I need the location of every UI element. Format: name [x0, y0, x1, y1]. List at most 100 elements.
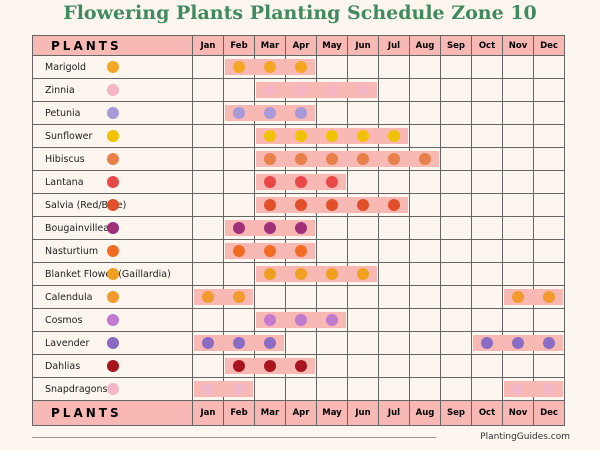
sunflower-icon [388, 130, 400, 142]
plant-name-cell: Dahlias [32, 354, 193, 378]
month-cell-mar [254, 147, 286, 171]
month-cell-may [316, 354, 348, 378]
month-cell-jun [347, 308, 379, 332]
plant-row: Bougainvillea [32, 216, 565, 240]
plant-name-cell: Snapdragons [32, 377, 193, 401]
month-cell-jun [347, 101, 379, 125]
plant-name: Bougainvillea [45, 222, 110, 234]
month-cell-jun [347, 239, 379, 263]
month-cell-sep [440, 170, 472, 194]
month-cell-jul [378, 262, 410, 286]
hibiscus-icon [388, 153, 400, 165]
petunia-icon [233, 107, 245, 119]
month-cell-may [316, 193, 348, 217]
marigold-icon [264, 61, 276, 73]
plant-row: Salvia (Red/Blue) [32, 193, 565, 217]
month-cell-sep [440, 262, 472, 286]
month-cell-dec [533, 354, 565, 378]
month-cell-jul [378, 239, 410, 263]
nasturtium-icon [295, 245, 307, 257]
plants-header: PLANTS [32, 35, 193, 56]
month-cell-may [316, 331, 348, 355]
month-header-jun: Jun [347, 400, 379, 426]
month-cell-nov [502, 239, 534, 263]
month-cell-mar [254, 193, 286, 217]
month-cell-may [316, 262, 348, 286]
month-cell-oct [471, 147, 503, 171]
month-cell-jan [192, 101, 224, 125]
month-cell-aug [409, 170, 441, 194]
month-header-sep: Sep [440, 35, 472, 56]
month-cell-jun [347, 285, 379, 309]
month-cell-aug [409, 377, 441, 401]
month-cell-oct [471, 285, 503, 309]
month-cell-may [316, 78, 348, 102]
month-cell-nov [502, 147, 534, 171]
plants-footer: PLANTS [32, 400, 193, 426]
month-cell-jan [192, 170, 224, 194]
plant-name: Hibiscus [45, 153, 85, 165]
plant-name: Marigold [45, 61, 87, 73]
month-cell-nov [502, 170, 534, 194]
month-cell-nov [502, 124, 534, 148]
zinnia-icon [357, 84, 369, 96]
marigold-icon [295, 61, 307, 73]
month-cell-oct [471, 354, 503, 378]
month-cell-feb [223, 101, 255, 125]
plant-row: Sunflower [32, 124, 565, 148]
nasturtium-icon [233, 245, 245, 257]
cosmos-icon [326, 314, 338, 326]
plant-name-cell: Zinnia [32, 78, 193, 102]
month-cell-sep [440, 101, 472, 125]
month-cell-aug [409, 216, 441, 240]
plant-name-cell: Calendula [32, 285, 193, 309]
month-cell-sep [440, 216, 472, 240]
month-header-dec: Dec [533, 35, 565, 56]
month-cell-dec [533, 331, 565, 355]
month-cell-aug [409, 55, 441, 79]
month-cell-mar [254, 285, 286, 309]
month-cell-feb [223, 55, 255, 79]
plant-name-cell: Hibiscus [32, 147, 193, 171]
month-header-jan: Jan [192, 35, 224, 56]
plant-name-cell: Bougainvillea [32, 216, 193, 240]
month-header-feb: Feb [223, 400, 255, 426]
plant-name: Snapdragons [45, 383, 108, 395]
month-header-may: May [316, 35, 348, 56]
month-cell-jan [192, 308, 224, 332]
month-cell-feb [223, 124, 255, 148]
nasturtium-icon [264, 245, 276, 257]
footer-row: PLANTS Jan Feb Mar Apr May Jun Jul Aug Sep Oct Nov D… [32, 400, 565, 426]
month-cell-sep [440, 193, 472, 217]
month-cell-sep [440, 124, 472, 148]
month-cell-jan [192, 147, 224, 171]
plant-name: Lavender [45, 337, 90, 349]
month-cell-may [316, 101, 348, 125]
month-cell-jan [192, 285, 224, 309]
plant-row: Blanket Flower (Gaillardia) [32, 262, 565, 286]
month-cell-sep [440, 285, 472, 309]
month-cell-nov [502, 354, 534, 378]
month-cell-dec [533, 377, 565, 401]
month-cell-jan [192, 124, 224, 148]
month-cell-sep [440, 78, 472, 102]
dahlia-icon [264, 360, 276, 372]
month-cell-apr [285, 216, 317, 240]
month-cell-mar [254, 377, 286, 401]
month-cell-dec [533, 262, 565, 286]
dahlia-icon [233, 360, 245, 372]
plant-row: Petunia [32, 101, 565, 125]
month-cell-feb [223, 285, 255, 309]
month-header-jan: Jan [192, 400, 224, 426]
month-cell-mar [254, 239, 286, 263]
plant-name-cell: Lantana [32, 170, 193, 194]
plant-row: Hibiscus [32, 147, 565, 171]
plant-name-cell: Blanket Flower (Gaillardia) [32, 262, 193, 286]
zinnia-icon [326, 84, 338, 96]
month-header-nov: Nov [502, 400, 534, 426]
cosmos-icon [295, 314, 307, 326]
month-cell-apr [285, 239, 317, 263]
month-cell-jun [347, 147, 379, 171]
plant-name-cell: Lavender [32, 331, 193, 355]
month-cell-jun [347, 193, 379, 217]
